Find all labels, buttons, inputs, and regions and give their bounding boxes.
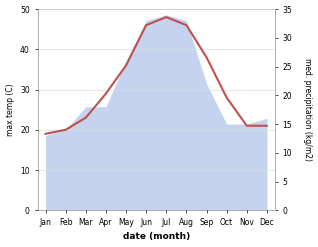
X-axis label: date (month): date (month) (123, 232, 190, 242)
Y-axis label: med. precipitation (kg/m2): med. precipitation (kg/m2) (303, 58, 313, 161)
Y-axis label: max temp (C): max temp (C) (5, 83, 15, 136)
